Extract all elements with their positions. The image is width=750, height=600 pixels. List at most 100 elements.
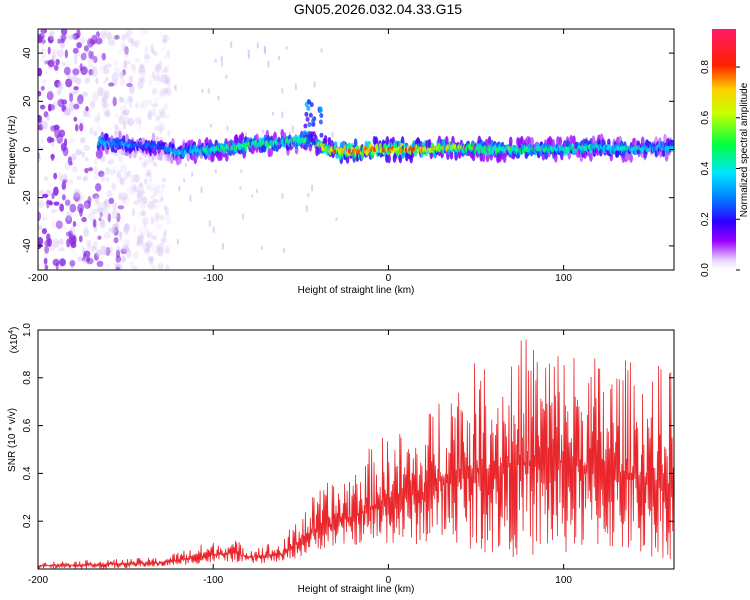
- spectrogram-y-label: Frequency (Hz): [7, 116, 18, 185]
- noise-mark: [138, 77, 144, 84]
- noise-mark: [244, 132, 247, 140]
- noise-mark: [58, 238, 64, 245]
- spectrogram-x-label: Height of straight line (km): [298, 285, 415, 296]
- spectral-mark: [306, 105, 311, 111]
- spectral-mark: [151, 132, 156, 142]
- noise-mark: [139, 78, 146, 83]
- noise-mark: [104, 110, 111, 118]
- spectral-mark: [569, 134, 573, 145]
- spectral-mark: [310, 137, 315, 143]
- noise-mark: [38, 190, 45, 196]
- colorbar-tick-label: 0.4: [700, 161, 711, 175]
- noise-mark: [101, 201, 108, 212]
- noise-mark: [87, 211, 95, 221]
- noise-mark: [138, 155, 142, 161]
- noise-mark: [291, 125, 294, 133]
- noise-mark: [51, 192, 55, 200]
- noise-mark: [130, 38, 134, 44]
- noise-mark: [83, 202, 89, 209]
- noise-mark: [260, 246, 263, 250]
- noise-mark: [335, 217, 338, 221]
- noise-mark: [117, 205, 125, 210]
- spectral-mark: [553, 153, 558, 163]
- noise-mark: [162, 54, 168, 60]
- noise-mark: [97, 86, 104, 97]
- noise-mark: [102, 102, 110, 107]
- noise-mark: [108, 197, 115, 205]
- noise-mark: [113, 80, 118, 86]
- noise-mark: [155, 243, 161, 253]
- noise-mark: [118, 192, 122, 201]
- noise-mark: [38, 236, 44, 246]
- noise-mark: [151, 235, 158, 241]
- noise-mark: [139, 63, 145, 71]
- noise-mark: [88, 68, 94, 76]
- noise-mark: [112, 166, 118, 173]
- noise-mark: [147, 109, 152, 118]
- noise-mark: [158, 198, 162, 204]
- noise-mark: [70, 225, 76, 235]
- noise-mark: [134, 235, 139, 240]
- noise-mark: [93, 55, 98, 64]
- noise-mark: [256, 42, 259, 49]
- noise-mark: [151, 187, 155, 197]
- noise-mark: [154, 69, 160, 75]
- noise-mark: [122, 195, 130, 206]
- noise-mark: [94, 175, 99, 181]
- noise-mark: [40, 46, 45, 52]
- noise-mark: [294, 83, 297, 90]
- noise-mark: [130, 40, 137, 47]
- noise-mark: [156, 191, 163, 198]
- noise-mark: [90, 245, 96, 252]
- noise-mark: [176, 239, 179, 245]
- spectral-mark: [311, 118, 316, 124]
- noise-mark: [148, 172, 153, 183]
- snr-y-label: SNR (10 * v/v): [7, 408, 18, 472]
- noise-mark: [103, 29, 109, 34]
- noise-mark: [146, 186, 153, 192]
- spectral-mark: [527, 136, 532, 146]
- spectral-mark: [186, 152, 191, 162]
- noise-mark: [142, 242, 149, 252]
- noise-mark: [95, 77, 99, 85]
- noise-mark: [49, 30, 55, 41]
- noise-mark: [103, 90, 110, 99]
- noise-mark: [139, 233, 145, 243]
- snr-x-label: Height of straight line (km): [298, 584, 415, 595]
- y-tick-label: 0.2: [22, 514, 33, 528]
- noise-mark: [102, 67, 110, 75]
- noise-mark: [119, 231, 123, 241]
- noise-mark: [158, 31, 164, 38]
- noise-mark: [153, 204, 159, 210]
- noise-mark: [59, 174, 65, 183]
- noise-mark: [120, 41, 127, 50]
- figure-title: GN05.2026.032.04.33.G15: [294, 1, 462, 17]
- noise-mark: [133, 250, 140, 259]
- noise-mark: [126, 82, 133, 88]
- noise-mark: [43, 111, 49, 118]
- noise-mark: [94, 115, 100, 124]
- noise-mark: [123, 98, 127, 108]
- noise-mark: [49, 137, 55, 143]
- noise-mark: [72, 47, 79, 54]
- spectral-mark: [374, 136, 379, 146]
- noise-mark: [162, 103, 169, 112]
- noise-mark: [57, 38, 61, 44]
- noise-mark: [143, 225, 148, 232]
- spectral-mark: [327, 136, 332, 147]
- noise-mark: [40, 85, 45, 91]
- noise-mark: [60, 29, 68, 36]
- noise-mark: [152, 199, 158, 204]
- noise-mark: [41, 216, 48, 221]
- noise-mark: [73, 103, 80, 110]
- noise-mark: [144, 178, 148, 184]
- spectral-mark: [225, 152, 229, 162]
- noise-mark: [65, 211, 72, 221]
- noise-mark: [148, 258, 154, 266]
- noise-mark: [135, 101, 139, 109]
- noise-mark: [108, 82, 115, 87]
- noise-mark: [105, 262, 110, 270]
- noise-mark: [112, 223, 118, 234]
- noise-mark: [57, 82, 63, 89]
- noise-mark: [122, 244, 129, 253]
